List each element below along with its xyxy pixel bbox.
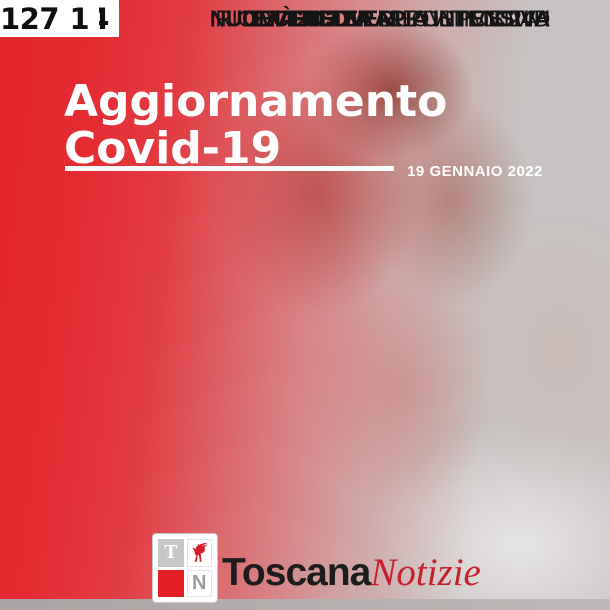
stat-value: 127 (0, 1, 60, 36)
date-label: 19 GENNAIO 2022 (407, 163, 543, 180)
stat-label-post: NELLE ULTIME 24H (339, 5, 550, 31)
stat-label-pre: RICOVERI (215, 5, 330, 31)
photo-bottom-strip (0, 599, 610, 610)
stat-label-post: NUOVI POSITIVI (373, 5, 550, 31)
brand-toscana: Toscana (222, 551, 371, 594)
stat-label: RICOVERI POSTI COVID (292, 5, 550, 32)
brand-footer: T N Toscana Notizie (152, 533, 481, 603)
stat-label: DECESSI NELLE ULTIME 24H (241, 5, 551, 32)
stat-row-terapia-intensiva: 127 RICOVERI TERAPIA INTENSIVA (0, 0, 610, 37)
logo-letter-t: T (158, 539, 184, 567)
stat-label-post: POSTI COVID (400, 5, 550, 31)
logo-red-square (158, 569, 184, 597)
title-line1: Aggiornamento (64, 76, 448, 128)
logo-letter-n: N (186, 569, 212, 597)
stat-label-strong: NUOVI CASI (209, 5, 341, 31)
brand-wordmark: Toscana Notizie (222, 550, 481, 595)
stat-label-strong: ETÀ MEDIA (250, 5, 374, 31)
page-title: Aggiornamento Covid-19 (64, 78, 447, 172)
toscana-notizie-logo: T N (152, 533, 218, 603)
stat-label-strong: RICOVERI (292, 5, 401, 31)
stat-label-post: NELLE ULTIME 24H (339, 5, 550, 31)
stat-label: RICOVERI TERAPIA INTENSIVA (215, 5, 550, 32)
title-underline (65, 166, 394, 171)
stat-value-bar: 127 (0, 0, 70, 37)
stat-label-strong: DECESSI (241, 5, 341, 31)
stat-label-strong: TERAPIA INTENSIVA (329, 5, 550, 31)
stat-label: NUOVI CASI NELLE ULTIME 24H (209, 5, 551, 32)
pegasus-icon (186, 539, 212, 567)
title-line2: Covid-19 (64, 123, 282, 175)
brand-notizie: Notizie (370, 551, 481, 594)
stat-label: ETÀ MEDIA NUOVI POSITIVI (250, 5, 550, 32)
